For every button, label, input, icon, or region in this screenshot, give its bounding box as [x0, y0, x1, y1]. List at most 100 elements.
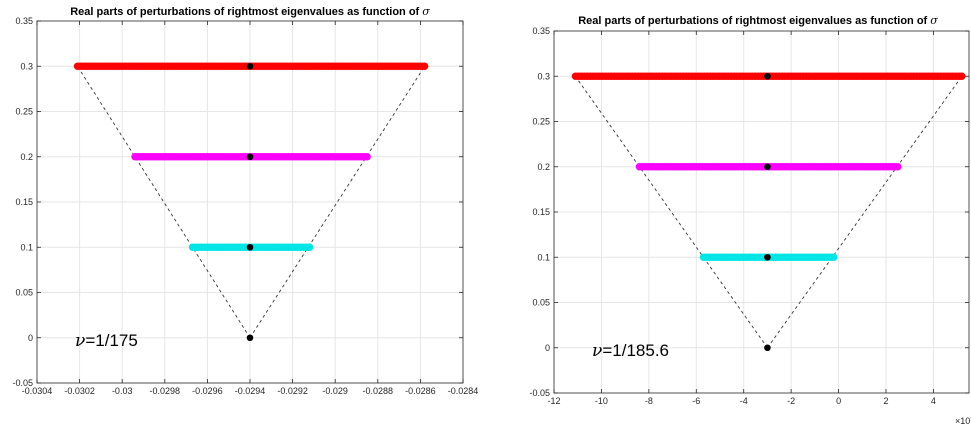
series-marker	[803, 163, 812, 171]
y-tick-label: 0.35	[532, 26, 550, 36]
center-point	[764, 72, 771, 80]
series-marker	[160, 62, 168, 70]
series-marker	[283, 62, 291, 70]
series-marker	[673, 72, 681, 80]
series-marker	[340, 62, 348, 70]
series-marker	[811, 72, 819, 80]
y-tick-label: 0.3	[20, 61, 33, 71]
series-marker	[285, 153, 293, 161]
x-tick-label: -0.029	[322, 386, 348, 396]
series-marker	[724, 72, 732, 80]
series-marker	[721, 72, 729, 80]
series-marker	[197, 243, 206, 251]
series-marker	[740, 163, 749, 171]
series-marker	[272, 153, 281, 161]
series-marker	[849, 163, 857, 171]
series-marker	[408, 62, 417, 70]
series-marker	[831, 163, 839, 171]
series-marker	[388, 62, 396, 70]
series-marker	[364, 62, 372, 70]
series-marker	[262, 62, 270, 70]
series-marker	[305, 243, 314, 251]
series-marker	[290, 243, 299, 251]
series-marker	[188, 153, 196, 161]
series-marker	[385, 62, 393, 70]
series-marker	[184, 62, 192, 70]
series-marker	[683, 163, 692, 171]
y-tick-label: 0.25	[532, 117, 550, 127]
series-marker	[828, 163, 836, 171]
series-marker	[136, 62, 145, 70]
nu-value: =1/185.6	[602, 341, 669, 360]
series-marker	[634, 72, 642, 80]
series-marker	[157, 62, 165, 70]
series-marker	[197, 153, 206, 161]
series-marker	[821, 253, 829, 261]
series-marker	[793, 253, 802, 261]
x-tick-label: -4	[740, 396, 748, 406]
series-marker	[397, 62, 405, 70]
series-marker	[719, 163, 728, 171]
series-marker	[164, 153, 172, 161]
series-marker	[276, 153, 284, 161]
series-marker	[260, 243, 269, 251]
y-tick-label: 0.2	[537, 162, 550, 172]
series-marker	[277, 62, 285, 70]
series-marker	[318, 153, 326, 161]
series-marker	[82, 62, 91, 70]
series-marker	[233, 153, 242, 161]
series-marker	[662, 163, 671, 171]
nu-symbol: ν	[592, 341, 602, 361]
series-marker	[781, 72, 789, 80]
series-marker	[149, 153, 157, 161]
series-marker	[196, 62, 204, 70]
series-marker	[268, 62, 276, 70]
series-marker	[278, 243, 287, 251]
series-marker	[586, 72, 595, 80]
series-marker	[686, 163, 695, 171]
series-marker	[898, 72, 906, 80]
series-marker	[665, 163, 674, 171]
series-marker	[324, 153, 332, 161]
series-marker	[949, 72, 957, 80]
series-marker	[346, 62, 354, 70]
series-marker	[342, 153, 350, 161]
series-marker	[336, 153, 344, 161]
series-marker	[310, 62, 318, 70]
series-marker	[746, 163, 755, 171]
series-marker	[689, 163, 698, 171]
series-marker	[367, 62, 375, 70]
series-marker	[708, 253, 717, 261]
series-marker	[743, 163, 752, 171]
series-marker	[238, 62, 246, 70]
series-marker	[354, 153, 362, 161]
series-marker	[613, 72, 621, 80]
series-marker	[106, 62, 115, 70]
series-marker	[287, 243, 296, 251]
series-marker	[720, 253, 729, 261]
nu-symbol: ν	[75, 331, 85, 351]
series-marker	[716, 163, 725, 171]
series-marker	[742, 72, 750, 80]
series-marker	[892, 72, 900, 80]
series-marker	[363, 153, 371, 161]
series-marker	[770, 163, 779, 171]
series-marker	[754, 72, 762, 80]
series-marker	[913, 72, 921, 80]
series-marker	[782, 163, 791, 171]
x-tick-label: -0.0298	[150, 386, 181, 396]
series-marker	[146, 153, 154, 161]
center-point	[764, 344, 771, 352]
series-marker	[303, 153, 311, 161]
series-marker	[659, 163, 668, 171]
series-marker	[653, 163, 662, 171]
series-marker	[580, 72, 589, 80]
nu-annotation: ν=1/175	[75, 331, 138, 351]
series-marker	[263, 243, 272, 251]
series-marker	[604, 72, 613, 80]
series-marker	[266, 153, 275, 161]
series-marker	[940, 72, 948, 80]
series-marker	[227, 243, 236, 251]
series-marker	[121, 62, 130, 70]
